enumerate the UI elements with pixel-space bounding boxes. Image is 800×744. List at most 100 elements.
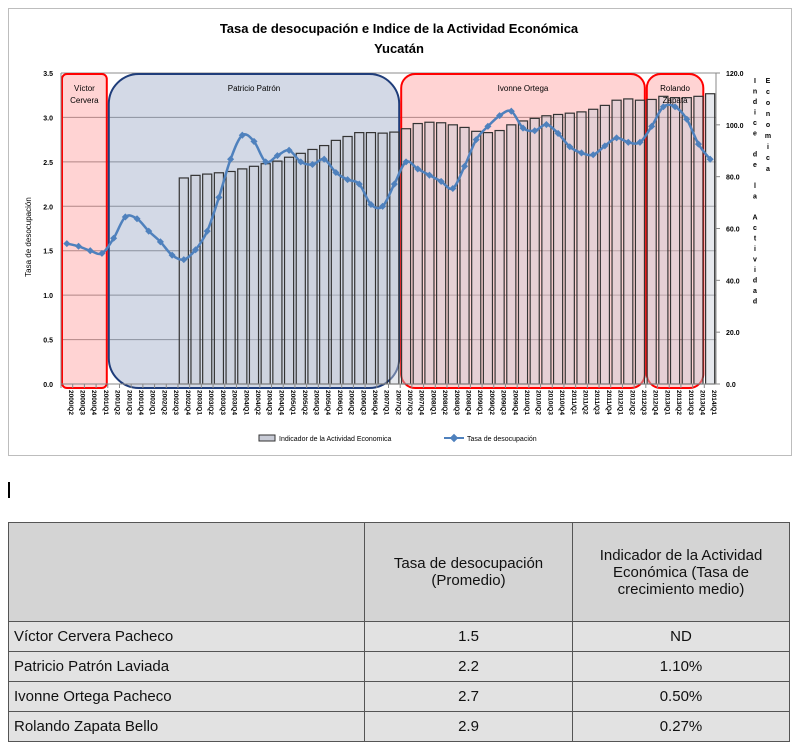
unemployment-point [191, 246, 200, 254]
bar [307, 148, 318, 385]
unemployment-point [589, 151, 597, 159]
unemployment-point [402, 158, 410, 166]
y-tick-label: 0.5 [43, 338, 53, 345]
x-tick-label: 2010/Q3 [546, 390, 553, 415]
tasa-value: 2.9 [364, 711, 573, 742]
y2-label-char: n [753, 89, 757, 96]
y2-label-char: c [753, 120, 757, 127]
y2-label-char: t [754, 236, 757, 243]
bar [658, 95, 669, 385]
y2-label-char: i [767, 144, 769, 151]
header-indicador: Indicador de la Actividad Económica (Tas… [572, 522, 790, 622]
unemployment-point [285, 146, 293, 154]
legend-line-label: Tasa de desocupación [467, 436, 537, 443]
x-tick-label: 2001/Q4 [137, 390, 144, 415]
bar [272, 160, 283, 385]
y-tick-label: 2.0 [43, 204, 53, 211]
unemployment-point [273, 152, 281, 160]
unemployment-point [437, 177, 445, 185]
bar [588, 108, 599, 385]
y2-label-char: a [753, 194, 757, 201]
unemployment-point [577, 149, 586, 157]
legend-bar-label: Indicador de la Actividad Economica [279, 436, 392, 443]
y2-tick-label: 60.0 [726, 227, 740, 234]
table-row: Víctor Cervera Pacheco 1.5 ND [8, 621, 790, 652]
bar [319, 144, 330, 385]
x-tick-label: 2012/Q2 [628, 390, 635, 415]
unemployment-point [133, 215, 141, 223]
text-cursor [8, 482, 10, 498]
y2-label-char: E [766, 78, 771, 85]
y2-label-char: i [754, 246, 756, 253]
bar [412, 122, 423, 385]
unemployment-point [227, 155, 235, 163]
unemployment-point [262, 158, 270, 166]
bar [529, 117, 540, 385]
unemployment-point [542, 121, 550, 129]
y2-tick-label: 40.0 [726, 278, 740, 285]
header-cell-empty [8, 522, 365, 622]
y2-tick-label: 100.0 [726, 123, 744, 130]
bar [225, 170, 236, 385]
tasa-value: 2.2 [364, 651, 573, 682]
unemployment-point [671, 103, 679, 111]
x-tick-label: 2008/Q1 [429, 390, 436, 415]
unemployment-point [554, 129, 562, 137]
x-tick-label: 2006/Q4 [371, 390, 378, 415]
bar [506, 124, 517, 385]
chart-subtitle: Yucatán [374, 41, 424, 56]
table-row: Rolando Zapata Bello 2.9 0.27% [8, 711, 790, 742]
unemployment-point [566, 143, 574, 151]
unemployment-point [496, 112, 504, 120]
unemployment-point [332, 168, 340, 177]
table-header-row: Tasa de desocupación (Promedio) Indicado… [8, 522, 790, 622]
x-tick-label: 2013/Q2 [675, 390, 682, 415]
y-tick-label: 1.0 [43, 293, 53, 300]
unemployment-point [308, 160, 317, 169]
bar [541, 115, 552, 385]
x-tick-label: 2005/Q1 [289, 390, 296, 415]
bar [354, 132, 365, 385]
chart-title: Tasa de desocupación e Indice de la Acti… [220, 21, 579, 36]
unemployment-point [472, 136, 480, 144]
y-tick-label: 0.0 [43, 382, 53, 389]
x-tick-label: 2001/Q3 [125, 390, 132, 415]
y-axis-label: Tasa de desocupación [24, 197, 33, 277]
y2-label-char: v [753, 257, 757, 264]
y2-label-char: d [753, 299, 757, 306]
bar [342, 135, 353, 385]
x-tick-label: 2008/Q2 [441, 390, 448, 415]
x-tick-label: 2002/Q1 [149, 390, 156, 415]
unemployment-point [121, 213, 129, 221]
bar [494, 129, 505, 385]
y-tick-label: 3.5 [43, 71, 53, 78]
bar [611, 99, 622, 385]
y2-label-char: d [753, 278, 757, 285]
x-tick-label: 2012/Q3 [640, 390, 647, 415]
bar [424, 121, 435, 385]
unemployment-point [683, 115, 691, 123]
x-tick-label: 2009/Q2 [488, 390, 495, 415]
governor-name: Patricio Patrón Laviada [8, 651, 365, 682]
x-tick-label: 2010/Q4 [558, 390, 565, 415]
y2-label-char: e [753, 131, 757, 138]
unemployment-point [145, 227, 153, 235]
governor-name: Ivonne Ortega Pacheco [8, 681, 365, 712]
bar [365, 132, 377, 385]
indicador-value: ND [572, 621, 790, 652]
x-tick-label: 2006/Q2 [348, 390, 355, 415]
x-tick-label: 2002/Q3 [172, 390, 179, 415]
x-tick-label: 2013/Q1 [663, 390, 670, 415]
x-tick-label: 2014/Q1 [710, 390, 717, 415]
bar [248, 165, 260, 385]
table-row: Ivonne Ortega Pacheco 2.7 0.50% [8, 681, 790, 712]
x-tick-label: 2002/Q4 [184, 390, 191, 415]
region-label: Cervera [70, 96, 99, 105]
y2-label-char: n [766, 111, 770, 118]
unemployment-point [624, 138, 632, 146]
bar [564, 112, 575, 385]
unemployment-point [694, 140, 702, 148]
y2-label-char: i [754, 267, 756, 274]
x-tick-label: 2005/Q2 [301, 390, 308, 415]
unemployment-point [203, 227, 211, 235]
